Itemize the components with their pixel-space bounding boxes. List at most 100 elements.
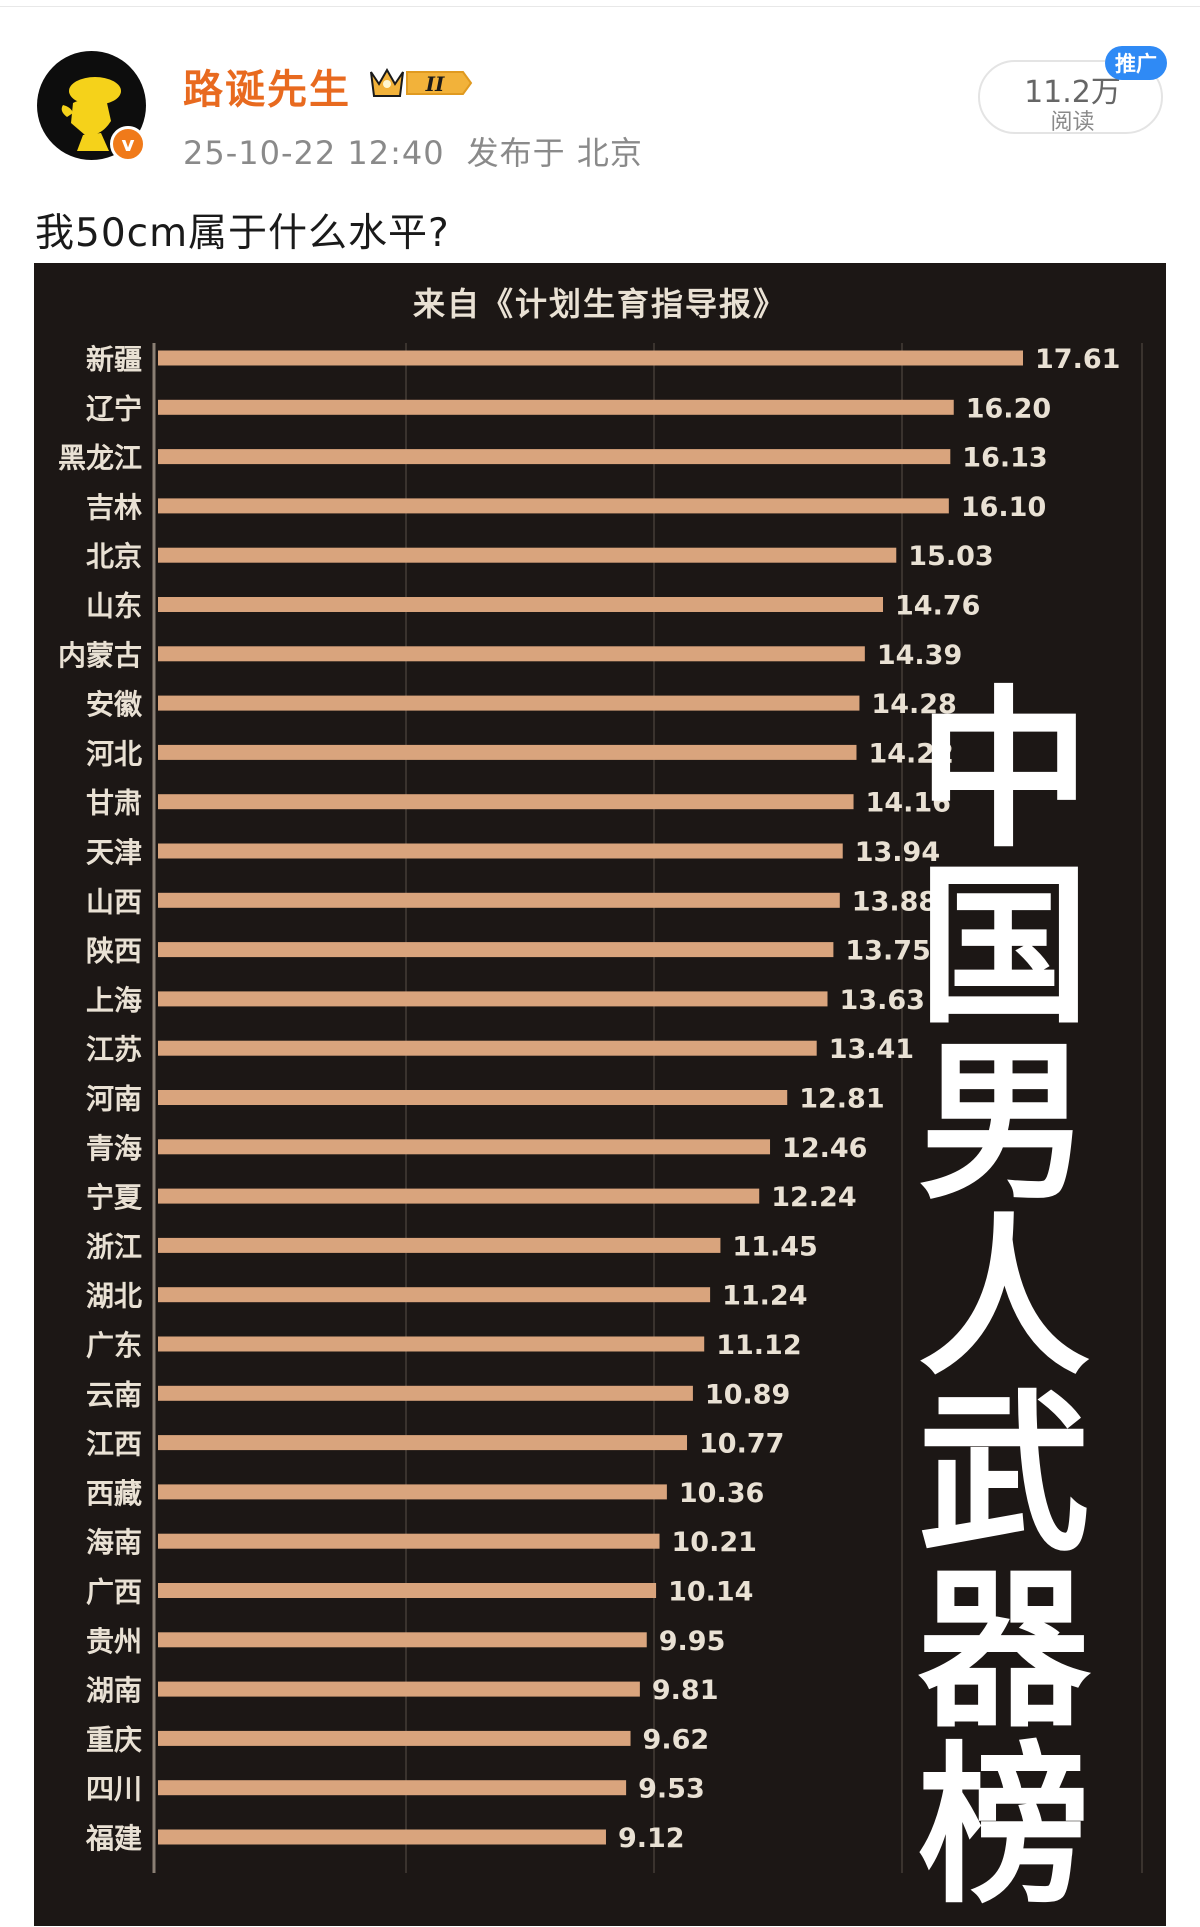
- value-label: 13.88: [852, 886, 937, 917]
- side-title-char: 国: [918, 846, 1090, 1047]
- bar: [158, 744, 857, 760]
- bar: [158, 1632, 647, 1648]
- value-label: 12.46: [782, 1133, 867, 1164]
- category-label: 江西: [86, 1428, 142, 1461]
- category-label: 重庆: [86, 1723, 142, 1756]
- side-title-char: 中: [918, 670, 1090, 871]
- username-link[interactable]: 路诞先生: [183, 67, 351, 113]
- category-label: 湖北: [86, 1280, 142, 1313]
- value-label: 14.76: [895, 591, 980, 622]
- value-label: 9.62: [643, 1724, 710, 1755]
- post-timestamp: 25-10-22 12:40: [183, 134, 445, 172]
- value-label: 9.81: [652, 1675, 719, 1706]
- bar: [158, 1435, 688, 1451]
- value-label: 15.03: [908, 541, 993, 572]
- bar: [158, 498, 949, 514]
- read-count-pill[interactable]: 11.2万 阅读: [978, 60, 1163, 135]
- bar: [158, 1681, 640, 1697]
- verified-icon: v: [110, 126, 146, 162]
- category-label: 山东: [86, 590, 142, 623]
- crown-badge-icon[interactable]: II: [367, 62, 475, 104]
- side-title-char: 人: [918, 1198, 1090, 1399]
- chart-title: 来自《计划生育指导报》: [412, 285, 787, 323]
- value-label: 11.45: [732, 1231, 817, 1262]
- bar: [158, 646, 865, 662]
- bar: [158, 597, 884, 612]
- value-label: 13.75: [845, 936, 930, 967]
- category-label: 吉林: [86, 491, 142, 524]
- side-title-char: 男: [918, 1022, 1090, 1223]
- post-location: 发布于 北京: [466, 134, 643, 172]
- category-label: 宁夏: [86, 1181, 143, 1214]
- bar: [158, 942, 834, 958]
- top-divider: [0, 6, 1200, 7]
- category-label: 四川: [86, 1773, 142, 1806]
- badge-level: II: [425, 72, 445, 96]
- category-label: 青海: [86, 1132, 142, 1165]
- category-label: 北京: [86, 540, 142, 573]
- bar: [158, 794, 854, 810]
- value-label: 14.28: [871, 689, 956, 720]
- value-label: 10.21: [672, 1527, 757, 1558]
- category-label: 陕西: [86, 935, 142, 968]
- value-label: 10.89: [705, 1379, 790, 1410]
- value-label: 11.24: [722, 1281, 807, 1312]
- bar: [158, 695, 860, 711]
- category-label: 河南: [86, 1083, 142, 1116]
- side-title-char: 器: [918, 1550, 1090, 1751]
- side-title-char: 榜: [918, 1726, 1090, 1927]
- value-label: 9.53: [638, 1774, 705, 1805]
- category-label: 西藏: [86, 1477, 142, 1510]
- chart-side-title: 中国男人武器榜: [894, 683, 1114, 1915]
- category-label: 甘肃: [86, 787, 142, 820]
- value-label: 9.95: [659, 1626, 726, 1657]
- bar: [158, 1484, 667, 1500]
- bar: [158, 1780, 627, 1796]
- bar: [158, 892, 840, 908]
- chart-image[interactable]: 来自《计划生育指导报》 新疆 17.61 辽宁 16.20 黑龙江 16.13 吉林 16.1…: [34, 263, 1166, 1926]
- category-label: 贵州: [86, 1625, 142, 1658]
- category-label: 黑龙江: [58, 442, 142, 475]
- bar: [158, 547, 897, 563]
- value-label: 12.24: [771, 1182, 856, 1213]
- read-count: 11.2万: [1024, 75, 1121, 110]
- category-label: 内蒙古: [58, 639, 142, 672]
- bar: [158, 449, 951, 465]
- category-label: 浙江: [86, 1230, 142, 1263]
- bar: [158, 1287, 711, 1303]
- bar-chart: 新疆 17.61 辽宁 16.20 黑龙江 16.13 吉林 16.10 北京 15.03 山东 14…: [58, 343, 1143, 1873]
- bar: [158, 1385, 693, 1401]
- category-label: 安徽: [86, 688, 143, 721]
- category-label: 广西: [86, 1576, 142, 1609]
- category-label: 新疆: [86, 343, 142, 376]
- category-label: 云南: [86, 1378, 142, 1411]
- value-label: 13.94: [855, 837, 940, 868]
- bar: [158, 1730, 631, 1746]
- bar: [158, 1090, 788, 1105]
- category-label: 湖南: [86, 1674, 142, 1707]
- bar: [158, 1188, 760, 1204]
- value-label: 14.39: [877, 640, 962, 671]
- bar: [158, 1336, 705, 1352]
- value-label: 13.63: [840, 985, 925, 1016]
- promo-badge: 推广: [1105, 46, 1167, 80]
- bar: [158, 350, 1023, 366]
- value-label: 10.77: [699, 1429, 784, 1460]
- bar: [158, 399, 954, 415]
- read-label: 阅读: [1050, 110, 1095, 135]
- value-label: 16.13: [962, 443, 1047, 474]
- bar: [158, 1829, 606, 1845]
- value-label: 14.22: [868, 738, 953, 769]
- value-label: 10.36: [679, 1478, 764, 1509]
- post-meta: 25-10-22 12:40 发布于 北京: [183, 128, 643, 174]
- category-label: 山西: [86, 885, 142, 918]
- category-label: 河北: [86, 737, 142, 770]
- bar: [158, 1139, 771, 1155]
- bar: [158, 843, 843, 859]
- avatar[interactable]: [37, 51, 146, 160]
- value-label: 9.12: [618, 1823, 685, 1854]
- avatar-silhouette-icon: [61, 77, 121, 151]
- category-label: 福建: [85, 1822, 142, 1855]
- side-title-char: 武: [918, 1374, 1090, 1575]
- bar: [158, 1040, 817, 1056]
